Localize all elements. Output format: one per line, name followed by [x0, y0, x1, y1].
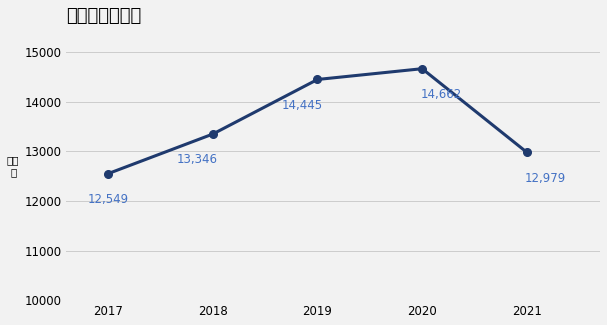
Text: 12,549: 12,549: [87, 193, 129, 206]
Text: 13,346: 13,346: [177, 153, 218, 166]
Text: 14,662: 14,662: [421, 88, 461, 101]
Text: 14,445: 14,445: [281, 99, 322, 112]
Text: 12,979: 12,979: [525, 172, 566, 185]
Y-axis label: 売上
高: 売上 高: [7, 155, 19, 177]
Text: 売上高（億円）: 売上高（億円）: [66, 7, 141, 25]
